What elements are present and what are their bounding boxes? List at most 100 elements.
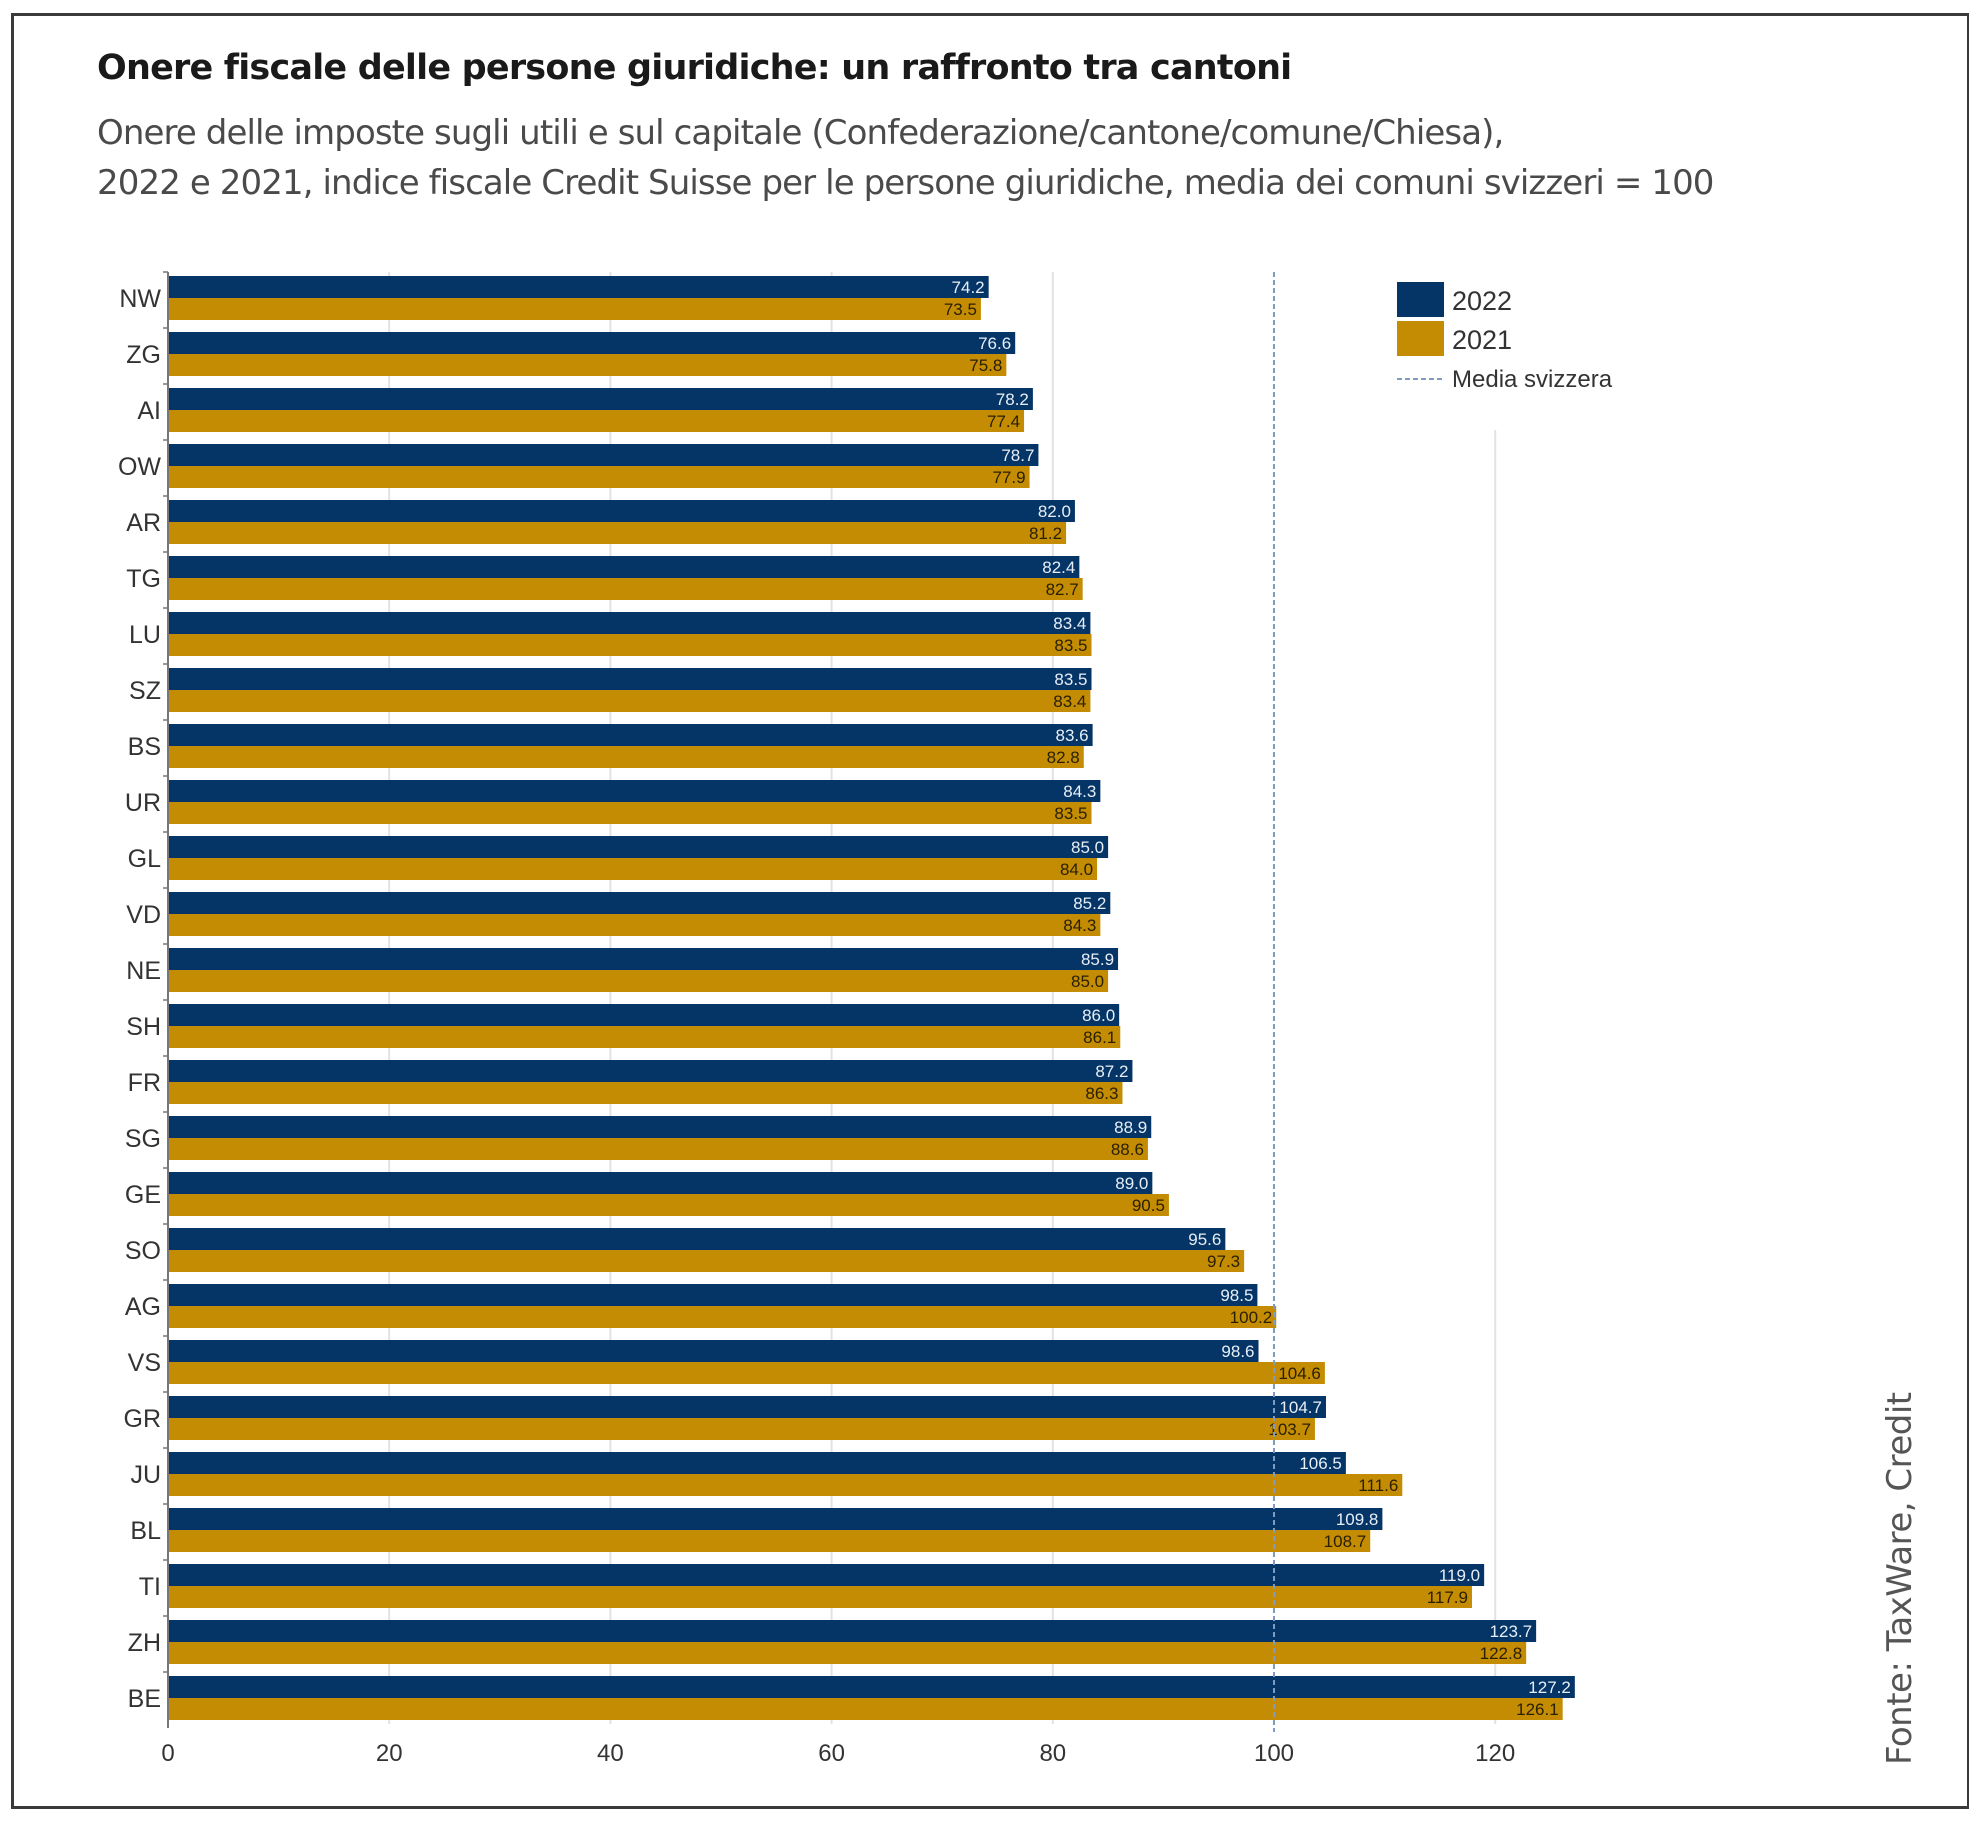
legend-label-2022: 2022 [1452,286,1512,316]
value-label-2022-GR: 104.7 [1279,1398,1322,1417]
bar-2022-OW [168,444,1039,466]
bar-2021-TI [168,1586,1472,1608]
bar-2022-ZG [168,332,1016,354]
value-label-2021-BS: 82.8 [1047,748,1080,767]
axes: 0 20 40 60 80 100 120 NW ZG AI OW AR TG LU SZ BS UR GL VD N… [118,271,1515,1767]
value-label-2022-VD: 85.2 [1073,894,1106,913]
value-label-2021-GR: 103.7 [1268,1420,1311,1439]
legend-label-2021: 2021 [1452,325,1512,355]
bar-2022-LU [168,612,1091,634]
category-label-SG: SG [125,1125,161,1153]
value-label-2022-GE: 89.0 [1115,1174,1148,1193]
bar-2022-VD [168,892,1111,914]
value-label-2021-SH: 86.1 [1083,1028,1116,1047]
category-label-JU: JU [130,1461,161,1489]
value-label-2022-BL: 109.8 [1336,1510,1379,1529]
x-tick-label-100: 100 [1254,1740,1294,1767]
subtitle-line-1: Onere delle imposte sugli utili e sul ca… [97,113,1504,153]
bar-2021-GL [168,858,1098,880]
bar-2021-BL [168,1530,1371,1552]
bar-2021-AR [168,522,1067,544]
bar-2022-NE [168,948,1119,970]
bar-2021-VS [168,1362,1325,1384]
value-label-2022-FR: 87.2 [1095,1062,1128,1081]
legend: 2022 2021 Media svizzera [1397,282,1613,393]
bar-2021-NE [168,970,1109,992]
bar-2021-LU [168,634,1092,656]
bar-2022-SO [168,1228,1226,1250]
category-label-ZG: ZG [126,341,161,369]
value-label-2022-AG: 98.5 [1220,1286,1253,1305]
category-label-AI: AI [137,397,161,425]
bar-2021-ZG [168,354,1007,376]
bar-2022-BL [168,1508,1383,1530]
value-label-2022-LU: 83.4 [1053,614,1086,633]
bar-2022-ZH [168,1620,1537,1642]
category-label-OW: OW [118,453,161,481]
bar-2021-FR [168,1082,1123,1104]
value-label-2021-NE: 85.0 [1071,972,1104,991]
chart-subtitle: Onere delle imposte sugli utili e sul ca… [97,108,1714,208]
value-label-2021-TG: 82.7 [1046,580,1079,599]
x-tick-label-40: 40 [597,1740,624,1767]
bar-2022-AR [168,500,1075,522]
value-label-2022-TG: 82.4 [1042,558,1075,577]
category-label-AG: AG [125,1293,161,1321]
value-label-2021-GE: 90.5 [1132,1196,1165,1215]
bar-2021-VD [168,914,1101,936]
x-tick-label-120: 120 [1475,1740,1515,1767]
value-label-2022-NW: 74.2 [952,278,985,297]
legend-label-average: Media svizzera [1452,366,1613,393]
subtitle-line-2: 2022 e 2021, indice fiscale Credit Suiss… [97,163,1714,203]
bar-2022-UR [168,780,1101,802]
category-label-AR: AR [126,509,161,537]
value-label-2021-BL: 108.7 [1324,1532,1367,1551]
bar-2021-SZ [168,690,1091,712]
category-label-NW: NW [119,285,161,313]
value-label-2021-SG: 88.6 [1111,1140,1144,1159]
category-label-TG: TG [126,565,161,593]
value-label-2021-BE: 126.1 [1516,1700,1559,1719]
value-label-2022-SZ: 83.5 [1054,670,1087,689]
category-label-GE: GE [125,1181,161,1209]
value-label-2021-VD: 84.3 [1063,916,1096,935]
x-tick-label-0: 0 [161,1740,174,1767]
bar-2021-AI [168,410,1025,432]
bar-2021-NW [168,298,981,320]
bar-2022-GL [168,836,1109,858]
bar-2022-JU [168,1452,1346,1474]
value-label-2021-JU: 111.6 [1358,1476,1398,1495]
category-label-SZ: SZ [129,677,161,705]
category-label-VS: VS [128,1349,161,1377]
bar-2021-GR [168,1418,1315,1440]
legend-swatch-2022 [1397,282,1444,317]
value-label-2021-FR: 86.3 [1085,1084,1118,1103]
chart-title: Onere fiscale delle persone giuridiche: … [97,48,1292,88]
value-label-2022-VS: 98.6 [1221,1342,1254,1361]
bar-2021-OW [168,466,1030,488]
bar-2022-AG [168,1284,1258,1306]
x-tick-label-20: 20 [376,1740,403,1767]
bar-2021-SO [168,1250,1245,1272]
bar-2022-GR [168,1396,1326,1418]
bar-2021-AG [168,1306,1277,1328]
bar-2022-SG [168,1116,1152,1138]
value-label-2021-NW: 73.5 [944,300,977,319]
value-label-2021-UR: 83.5 [1054,804,1087,823]
value-label-2021-TI: 117.9 [1427,1588,1468,1607]
category-label-NE: NE [126,957,161,985]
value-label-2021-ZG: 75.8 [969,356,1002,375]
category-label-SO: SO [125,1237,161,1265]
category-label-TI: TI [139,1573,161,1601]
category-label-GL: GL [128,845,161,873]
bar-2022-TG [168,556,1080,578]
bar-2021-JU [168,1474,1403,1496]
category-label-VD: VD [126,901,161,929]
value-label-2022-ZH: 123.7 [1490,1622,1533,1641]
bar-2022-SZ [168,668,1092,690]
category-label-SH: SH [126,1013,161,1041]
value-label-2022-AR: 82.0 [1038,502,1071,521]
value-label-2022-SO: 95.6 [1188,1230,1221,1249]
value-label-2022-AI: 78.2 [996,390,1029,409]
